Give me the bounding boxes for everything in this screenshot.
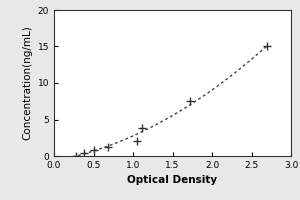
Point bbox=[265, 45, 270, 48]
Point bbox=[140, 127, 145, 130]
Point bbox=[188, 100, 192, 103]
Point bbox=[105, 146, 110, 149]
Point bbox=[91, 149, 96, 152]
Point bbox=[74, 154, 79, 157]
Y-axis label: Concentration(ng/mL): Concentration(ng/mL) bbox=[22, 26, 32, 140]
Point bbox=[82, 151, 86, 154]
X-axis label: Optical Density: Optical Density bbox=[128, 175, 218, 185]
Point bbox=[134, 140, 139, 143]
